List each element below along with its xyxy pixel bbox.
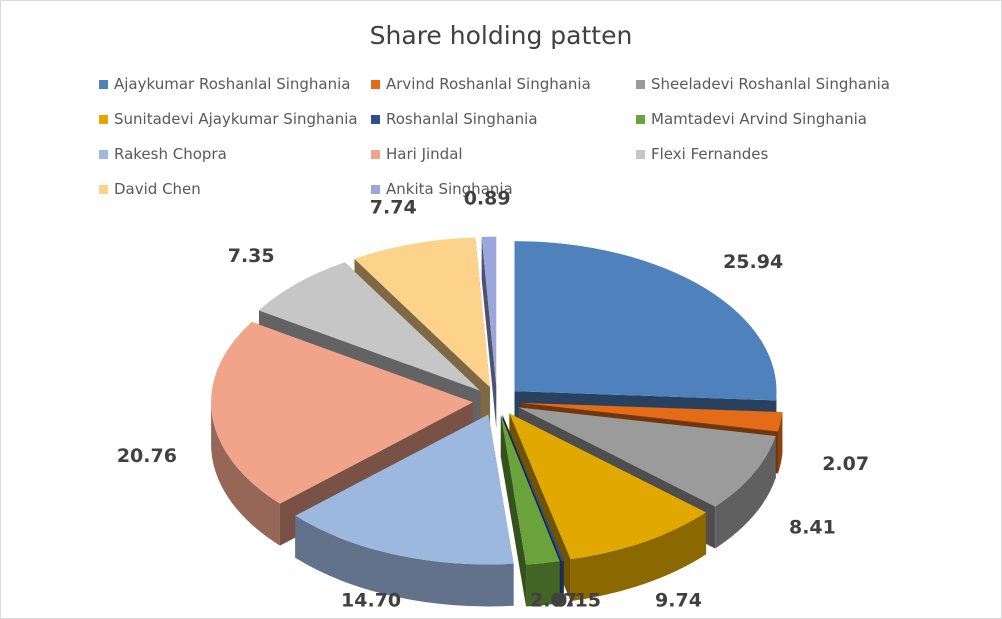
legend-swatch [371, 114, 380, 124]
legend-label: Arvind Roshanlal Singhania [386, 75, 591, 93]
slice-top [354, 237, 490, 388]
pie-slice [295, 414, 514, 607]
slice-top [502, 415, 564, 562]
legend-swatch [99, 79, 108, 89]
legend-swatch [371, 79, 380, 89]
legend-swatch [371, 149, 380, 159]
data-label: 25.94 [723, 251, 783, 273]
legend-item: Ankita Singhania [371, 180, 636, 198]
pie-slice [500, 415, 560, 607]
slice-top [500, 415, 560, 565]
legend-item: Arvind Roshanlal Singhania [371, 75, 636, 93]
slice-top [514, 241, 777, 401]
slice-top [295, 414, 514, 565]
data-label: 2.07 [822, 453, 869, 475]
slice-wall [570, 512, 707, 602]
legend-item: Hari Jindal [371, 145, 636, 163]
data-label: 8.41 [789, 516, 836, 538]
legend-swatch [99, 184, 108, 194]
legend-item: Mamtadevi Arvind Singhania [636, 110, 936, 128]
slice-wall [715, 436, 776, 549]
data-label: 0.89 [464, 188, 511, 210]
legend-item: Ajaykumar Roshanlal Singhania [99, 75, 371, 93]
slice-wall [561, 560, 564, 604]
legend-item: Roshanlal Singhania [371, 110, 636, 128]
legend-label: Sheeladevi Roshanlal Singhania [651, 75, 890, 93]
slice-side [500, 415, 527, 607]
legend-swatch [371, 184, 380, 194]
legend-label: David Chen [114, 180, 201, 198]
data-label: 7.35 [228, 245, 275, 267]
legend-swatch [99, 149, 108, 159]
legend-label: Rakesh Chopra [114, 145, 227, 163]
legend-swatch [636, 114, 645, 124]
legend-swatch [636, 79, 645, 89]
slice-top [509, 413, 707, 560]
pie-slice [481, 236, 497, 429]
legend-item: Flexi Fernandes [636, 145, 936, 163]
legend-item: Rakesh Chopra [99, 145, 371, 163]
data-label: 9.74 [655, 590, 702, 612]
legend-label: Ankita Singhania [386, 180, 513, 198]
legend-label: Hari Jindal [386, 145, 463, 163]
data-label: 0.15 [554, 590, 601, 612]
slice-top [520, 402, 783, 432]
slice-top [211, 321, 474, 504]
legend-item: Sheeladevi Roshanlal Singhania [636, 75, 936, 93]
legend-label: Roshanlal Singhania [386, 110, 538, 128]
slice-top [481, 236, 497, 387]
data-label: 14.70 [341, 590, 401, 612]
chart-title: Share holding patten [369, 21, 633, 50]
legend-swatch [636, 149, 645, 159]
slice-top [518, 407, 776, 507]
legend-label: Ajaykumar Roshanlal Singhania [114, 75, 351, 93]
slice-wall [211, 402, 280, 546]
data-label: 2.07 [530, 590, 577, 612]
chart-legend: Ajaykumar Roshanlal Singhania Arvind Rosh… [99, 75, 949, 198]
legend-item: Sunitadevi Ajaykumar Singhania [99, 110, 371, 128]
slice-wall [777, 412, 783, 474]
slice-top [258, 262, 481, 391]
legend-label: Sunitadevi Ajaykumar Singhania [114, 110, 358, 128]
legend-label: Flexi Fernandes [651, 145, 769, 163]
slice-wall [295, 515, 514, 607]
slice-side [481, 236, 497, 429]
legend-item: David Chen [99, 180, 371, 198]
data-label: 20.76 [117, 445, 177, 467]
slice-wall [526, 561, 560, 607]
data-label: 7.74 [370, 197, 417, 219]
legend-label: Mamtadevi Arvind Singhania [651, 110, 867, 128]
legend-swatch [99, 114, 108, 124]
